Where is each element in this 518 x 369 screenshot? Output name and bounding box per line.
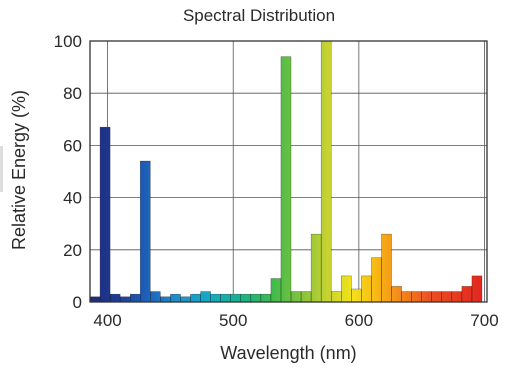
y-tick-label: 0 <box>73 293 82 312</box>
plot-frame <box>89 40 488 303</box>
ticks-layer: 0 20 40 60 80 100 400 500 600 700 <box>54 32 499 330</box>
left-edge-mark <box>0 146 3 192</box>
y-tick-label: 80 <box>63 84 82 103</box>
spectral-bar-570nm <box>320 41 332 302</box>
x-tick-label: 500 <box>219 311 247 330</box>
x-tick-label: 400 <box>93 311 121 330</box>
spectral-bar-426nm <box>140 160 151 302</box>
spectral-bar-618nm <box>381 233 392 302</box>
x-tick-label: 600 <box>345 311 373 330</box>
bars-layer <box>90 41 483 302</box>
spectrum-fill <box>90 41 482 302</box>
x-tick-label: 700 <box>470 311 498 330</box>
y-tick-label: 60 <box>63 136 82 155</box>
y-tick-label: 40 <box>63 189 82 208</box>
y-tick-label: 100 <box>54 32 82 51</box>
y-tick-label: 20 <box>63 241 82 260</box>
x-axis-label: Wavelength (nm) <box>220 343 357 363</box>
chart-title: Spectral Distribution <box>182 6 336 25</box>
